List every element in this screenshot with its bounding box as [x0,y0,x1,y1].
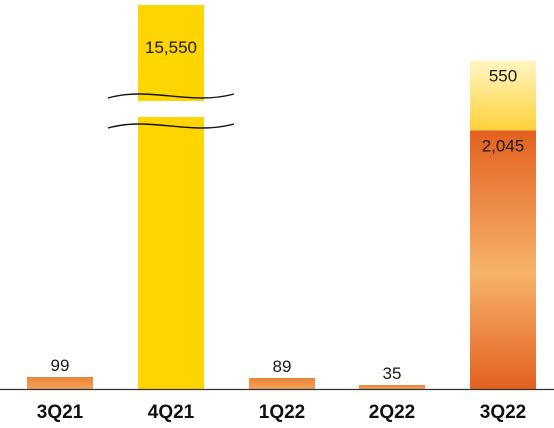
x-tick-label-3Q21: 3Q21 [37,402,84,423]
bar-segment-top-3Q22 [470,60,536,131]
data-label-top-3Q22: 550 [489,67,517,86]
bar-1Q22 [249,378,315,389]
bar-3Q21 [27,377,93,389]
x-tick-label-1Q22: 1Q22 [259,402,305,423]
bar-2Q22 [359,385,425,389]
data-label-3Q21: 99 [51,356,70,375]
axis-break-gap [137,101,205,117]
bar-4Q21 [138,5,204,389]
x-tick-label-2Q22: 2Q22 [369,402,415,423]
x-tick-label-4Q21: 4Q21 [148,402,195,423]
axis-break-line-1 [107,93,235,99]
data-label-4Q21: 15,550 [145,38,197,57]
axis-break-line-2 [107,123,235,129]
data-label-3Q22: 2,045 [482,136,525,155]
bar-3Q22 [470,130,536,389]
x-tick-label-3Q22: 3Q22 [480,402,526,423]
data-label-2Q22: 35 [383,364,402,383]
data-label-1Q22: 89 [273,357,292,376]
